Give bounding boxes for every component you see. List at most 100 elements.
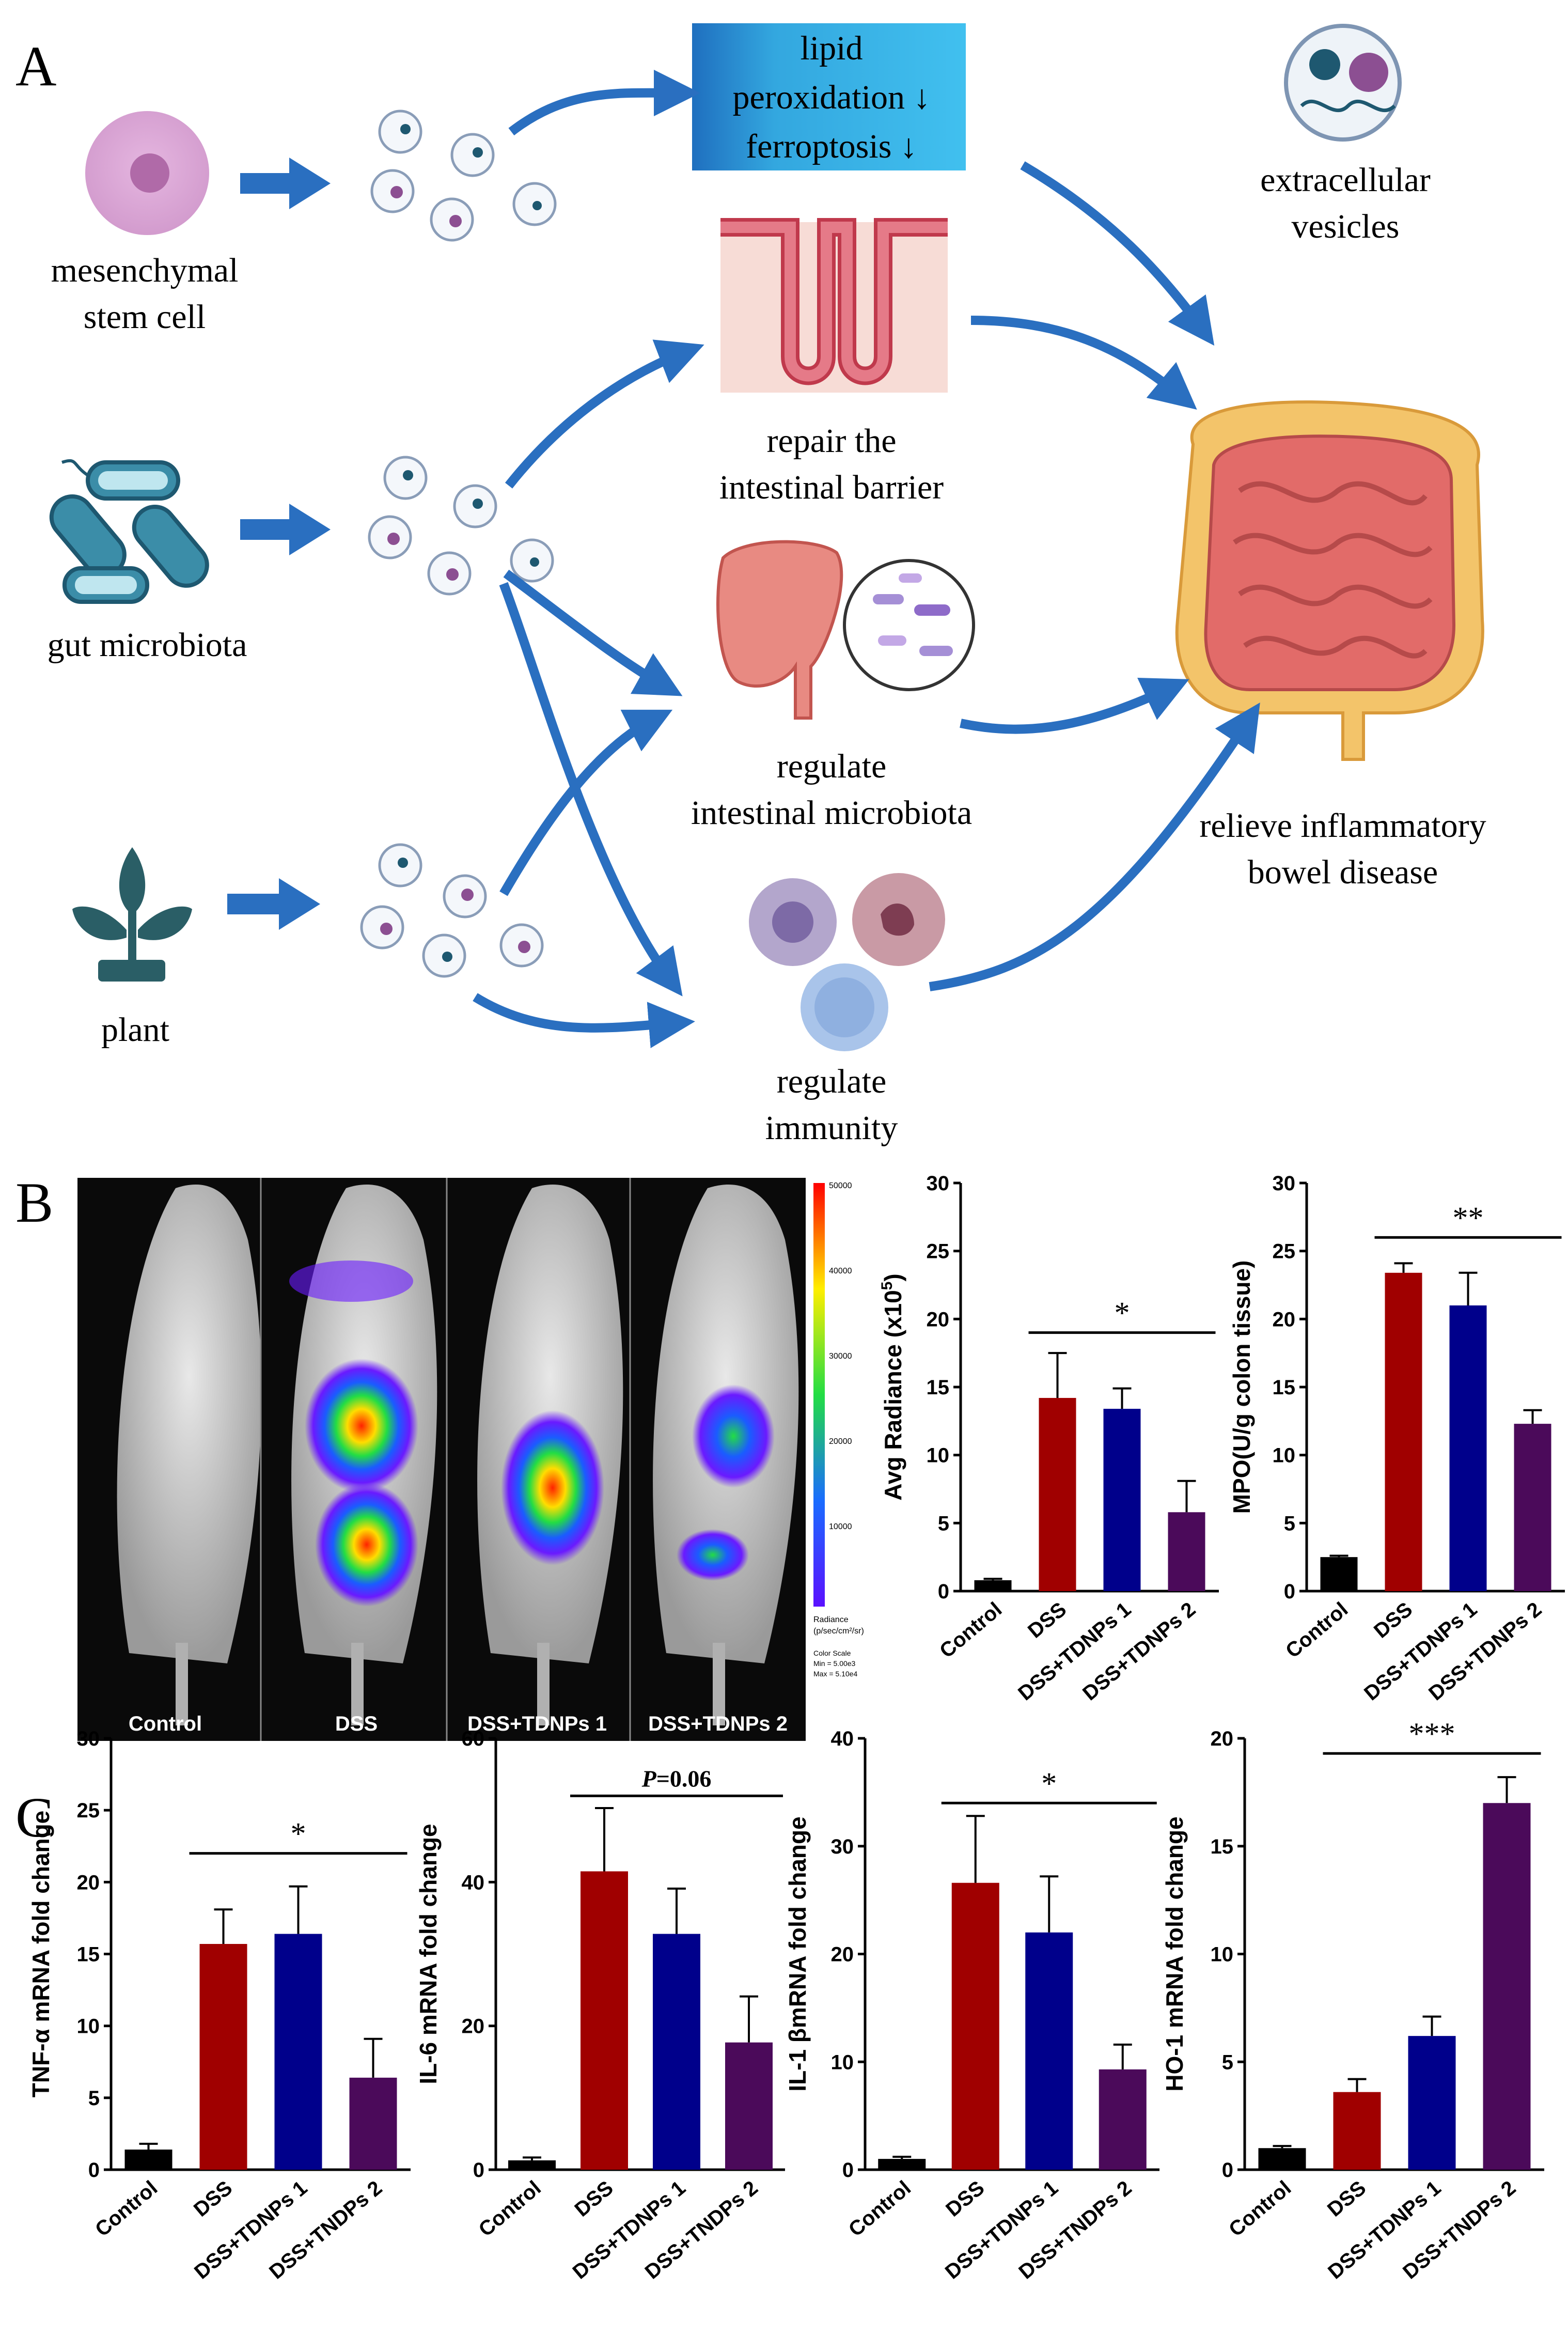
y-tick-label: 0 bbox=[938, 1580, 949, 1603]
category-label: Control bbox=[1225, 2176, 1295, 2241]
stem-cell-icon bbox=[85, 111, 209, 235]
y-tick-label: 15 bbox=[1211, 1835, 1234, 1858]
ev-cluster-1-cargo bbox=[390, 124, 542, 227]
ev-cluster-1 bbox=[370, 110, 557, 242]
bar bbox=[581, 1871, 628, 2170]
y-tick-label: 20 bbox=[1211, 1727, 1234, 1750]
panel-label-a: A bbox=[15, 35, 56, 98]
y-tick-label: 20 bbox=[831, 1943, 854, 1966]
bar bbox=[974, 1580, 1012, 1591]
outcome-label-line2: bowel disease bbox=[1248, 853, 1438, 891]
microbiota-effect-line1: regulate bbox=[777, 748, 887, 785]
msc-label-line1: mesenchymal bbox=[51, 252, 239, 289]
y-axis-label: MPO(U/g colon tissue) bbox=[1228, 1260, 1255, 1514]
immune-cells-icon bbox=[749, 873, 945, 1051]
category-label: DSS+TDNPs 1 bbox=[1014, 1598, 1135, 1705]
category-label: DSS bbox=[1323, 2176, 1370, 2221]
y-axis-label: TNF-α mRNA fold change bbox=[27, 1811, 54, 2098]
panel-label-c: C bbox=[15, 1786, 53, 1849]
intestinal-barrier-icon bbox=[720, 218, 948, 393]
category-label: DSS bbox=[1024, 1598, 1071, 1643]
colon-microbes-icon bbox=[716, 540, 975, 720]
ev-label-line2: vesicles bbox=[1292, 208, 1400, 245]
y-tick-label: 30 bbox=[927, 1172, 950, 1195]
bar bbox=[1039, 1398, 1076, 1591]
image-label-control: Control bbox=[129, 1713, 202, 1735]
y-tick-label: 40 bbox=[462, 1871, 485, 1894]
bar bbox=[1333, 2092, 1381, 2170]
image-label-tdnps2: DSS+TDNPs 2 bbox=[648, 1713, 788, 1735]
category-label: DSS bbox=[190, 2176, 237, 2221]
chart-tnf: 0 5 10 15 20 25 30 TNF-α mRNA fold change Contro… bbox=[27, 1727, 411, 2284]
y-tick-label: 5 bbox=[1284, 1512, 1295, 1535]
category-label: DSS bbox=[942, 2176, 989, 2221]
significance-label: * bbox=[291, 1817, 306, 1851]
significance-label: * bbox=[1041, 1766, 1057, 1800]
chart-il1b: 0 10 20 30 40 IL-1 βmRNA fold change Control DS… bbox=[784, 1727, 1159, 2284]
scale-tick-2: 40000 bbox=[829, 1267, 852, 1275]
y-tick-label: 0 bbox=[842, 2159, 854, 2182]
y-tick-label: 5 bbox=[88, 2087, 100, 2110]
ev-cluster-2 bbox=[368, 456, 554, 596]
y-tick-label: 25 bbox=[77, 1799, 100, 1822]
bar bbox=[1514, 1424, 1551, 1591]
bar bbox=[1025, 1932, 1073, 2170]
y-tick-label: 30 bbox=[1273, 1172, 1296, 1195]
y-tick-label: 20 bbox=[77, 1871, 100, 1894]
color-scale: 50000 40000 30000 20000 10000 Radiance (… bbox=[813, 1181, 864, 1678]
scale-tick-1: 50000 bbox=[829, 1181, 852, 1190]
y-tick-label: 60 bbox=[462, 1727, 485, 1750]
y-tick-label: 15 bbox=[927, 1376, 950, 1399]
y-tick-label: 20 bbox=[462, 2015, 485, 2038]
y-tick-label: 5 bbox=[1222, 2051, 1233, 2074]
outcome-label-line1: relieve inflammatory bbox=[1199, 807, 1486, 845]
y-tick-label: 0 bbox=[473, 2159, 484, 2182]
ev-label-line1: extracellular bbox=[1260, 161, 1431, 199]
ev-cluster-3-cargo bbox=[380, 858, 530, 962]
scale-tick-5: 10000 bbox=[829, 1522, 852, 1531]
category-label: Control bbox=[1281, 1598, 1352, 1662]
bar bbox=[1099, 2069, 1147, 2170]
mouse-tdnps1 bbox=[477, 1185, 623, 1725]
panel-label-b: B bbox=[15, 1171, 53, 1234]
significance-label: *** bbox=[1409, 1717, 1455, 1751]
bar bbox=[653, 1934, 700, 2170]
box-line-1: lipid bbox=[800, 29, 863, 67]
y-tick-label: 40 bbox=[831, 1727, 854, 1750]
y-axis-label: IL-6 mRNA fold change bbox=[415, 1824, 442, 2084]
msc-label-line2: stem cell bbox=[84, 298, 206, 336]
ferroptosis-box bbox=[692, 23, 966, 170]
category-label: DSS+TDNPs 2 bbox=[1424, 1598, 1546, 1705]
y-tick-label: 30 bbox=[831, 1835, 854, 1858]
significance-label: * bbox=[1115, 1296, 1130, 1330]
intestine-icon bbox=[1175, 400, 1484, 761]
flow-arrows bbox=[473, 69, 1260, 1049]
y-tick-label: 10 bbox=[831, 2051, 854, 2074]
ev-cluster-2-cargo bbox=[387, 470, 539, 581]
category-label: DSS bbox=[570, 2176, 617, 2221]
scale-tick-4: 20000 bbox=[829, 1437, 852, 1446]
color-scale-3: Max = 5.10e4 bbox=[813, 1670, 857, 1678]
y-tick-label: 15 bbox=[77, 1943, 100, 1966]
bar bbox=[199, 1944, 247, 2170]
microbiota-label: gut microbiota bbox=[48, 626, 247, 664]
gut-microbiota-icon bbox=[49, 459, 209, 604]
y-tick-label: 0 bbox=[1222, 2159, 1233, 2182]
significance-label: ** bbox=[1453, 1201, 1484, 1235]
barrier-label-line2: intestinal barrier bbox=[719, 469, 944, 506]
bar bbox=[124, 2150, 173, 2170]
bar bbox=[1483, 1803, 1531, 2170]
bar bbox=[508, 2160, 556, 2170]
bar bbox=[1449, 1305, 1487, 1591]
y-tick-label: 20 bbox=[1273, 1308, 1296, 1331]
immunity-label-line2: immunity bbox=[765, 1109, 898, 1147]
y-tick-label: 10 bbox=[1211, 1943, 1234, 1966]
bar bbox=[1103, 1409, 1141, 1591]
mouse-control bbox=[117, 1185, 262, 1725]
image-label-tdnps1: DSS+TDNPs 1 bbox=[467, 1713, 607, 1735]
bar bbox=[951, 1882, 999, 2170]
scale-title-2: (p/sec/cm²/sr) bbox=[813, 1627, 864, 1636]
scale-title-1: Radiance bbox=[813, 1615, 849, 1624]
color-scale-2: Min = 5.00e3 bbox=[813, 1659, 856, 1668]
